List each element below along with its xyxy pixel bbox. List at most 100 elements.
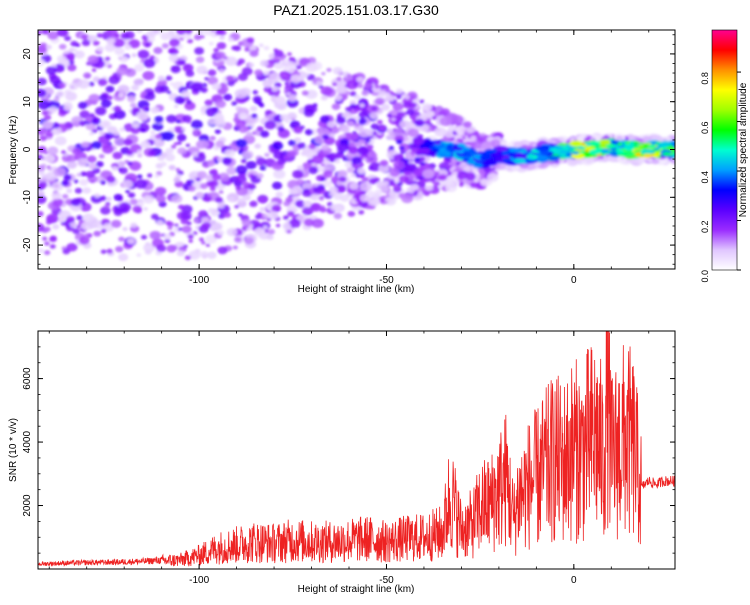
heat-cell [62, 248, 71, 255]
heat-cell [438, 174, 447, 181]
heat-cell [416, 180, 426, 188]
heat-cell [129, 198, 138, 205]
heat-cell [181, 127, 186, 131]
heat-cell [254, 143, 262, 149]
heat-cell [47, 167, 52, 171]
heat-cell [95, 106, 107, 116]
heat-cell [393, 160, 405, 170]
heat-cell [150, 130, 156, 135]
heat-cell [225, 75, 234, 82]
heat-cell [275, 191, 283, 198]
heat-cell [470, 135, 477, 141]
heat-cell [396, 139, 403, 145]
heat-cell [132, 205, 143, 213]
heat-cell [349, 182, 359, 190]
heat-cell [262, 225, 268, 230]
heat-cell [248, 62, 255, 68]
heat-cell [464, 165, 472, 172]
heat-cell [208, 180, 219, 188]
heat-cell [322, 134, 329, 140]
heat-cell [165, 147, 174, 155]
heat-cell [237, 73, 248, 81]
heat-cell [162, 131, 175, 141]
heat-cell [209, 135, 216, 141]
heat-ridge-cell [482, 159, 496, 167]
heat-cell [154, 174, 160, 179]
heat-cell [77, 158, 89, 167]
heat-cell [136, 149, 143, 155]
x-tick-label: -50 [379, 575, 394, 586]
heat-cell [122, 227, 128, 232]
heat-cell [235, 165, 248, 175]
heat-cell [273, 150, 285, 160]
heat-cell [172, 66, 177, 70]
heat-cell [180, 218, 189, 225]
heat-cell [364, 82, 372, 89]
heat-cell [346, 120, 355, 127]
heat-cell [237, 58, 245, 65]
heat-cell [470, 182, 478, 189]
heat-cell [200, 183, 208, 190]
heat-cell [303, 200, 313, 208]
heat-cell [74, 50, 85, 59]
heat-cell [133, 43, 139, 47]
heat-cell [188, 250, 201, 260]
heat-ridge-cell [516, 152, 523, 156]
heat-cell [92, 167, 101, 174]
heat-cell [74, 187, 83, 194]
heat-cell [63, 174, 72, 181]
heat-cell [185, 143, 191, 148]
heat-cell [234, 236, 242, 243]
heat-cell [91, 68, 97, 72]
x-tick-label: -100 [189, 275, 209, 286]
heat-cell [113, 38, 125, 48]
heat-cell [217, 202, 225, 209]
heat-cell [178, 59, 186, 65]
heat-cell [455, 161, 461, 166]
heat-cell [67, 55, 75, 62]
heat-cell [168, 54, 179, 62]
heat-cell [43, 226, 51, 232]
heat-cell [127, 238, 135, 245]
heat-cell [165, 75, 173, 81]
colorbar-gradient [712, 30, 737, 270]
heat-cell [398, 175, 409, 183]
colorbar-ticks: 0.0 0.2 0.4 0.6 0.8 [700, 29, 741, 283]
heat-cell [181, 211, 192, 220]
heat-cell [208, 163, 213, 167]
heat-cell [231, 45, 238, 51]
heat-cell [439, 116, 453, 127]
heat-cell [100, 206, 111, 215]
heat-cell [218, 68, 225, 73]
y-tick-label: 6000 [22, 367, 33, 390]
heat-cell [157, 75, 165, 82]
heat-cell [311, 154, 325, 165]
heat-cell [149, 55, 155, 60]
heat-cell [84, 233, 89, 237]
heat-cell [168, 164, 176, 171]
heat-cell [217, 246, 228, 255]
heat-cell [142, 70, 155, 81]
heat-cell [100, 180, 107, 185]
heat-cell [388, 166, 393, 170]
heat-cell [300, 125, 305, 130]
heat-cell [292, 169, 304, 179]
heat-ridge-cell [509, 147, 519, 153]
heat-cell [143, 58, 156, 68]
heat-ridge-cell [527, 156, 535, 160]
heat-cell [378, 124, 387, 132]
heat-cell [334, 205, 344, 213]
heat-ridge-cell [494, 157, 503, 162]
heat-cell [275, 96, 287, 105]
heat-ridge-cell [599, 139, 611, 145]
heat-ridge-cell [637, 144, 644, 148]
heat-cell [279, 70, 290, 79]
heat-ridge-cell [640, 148, 654, 155]
heat-ridge-cell [643, 153, 653, 159]
heat-cell [597, 158, 603, 163]
heat-ridge-cell [472, 154, 481, 159]
heat-cell [421, 103, 433, 112]
heat-cell [43, 114, 52, 121]
